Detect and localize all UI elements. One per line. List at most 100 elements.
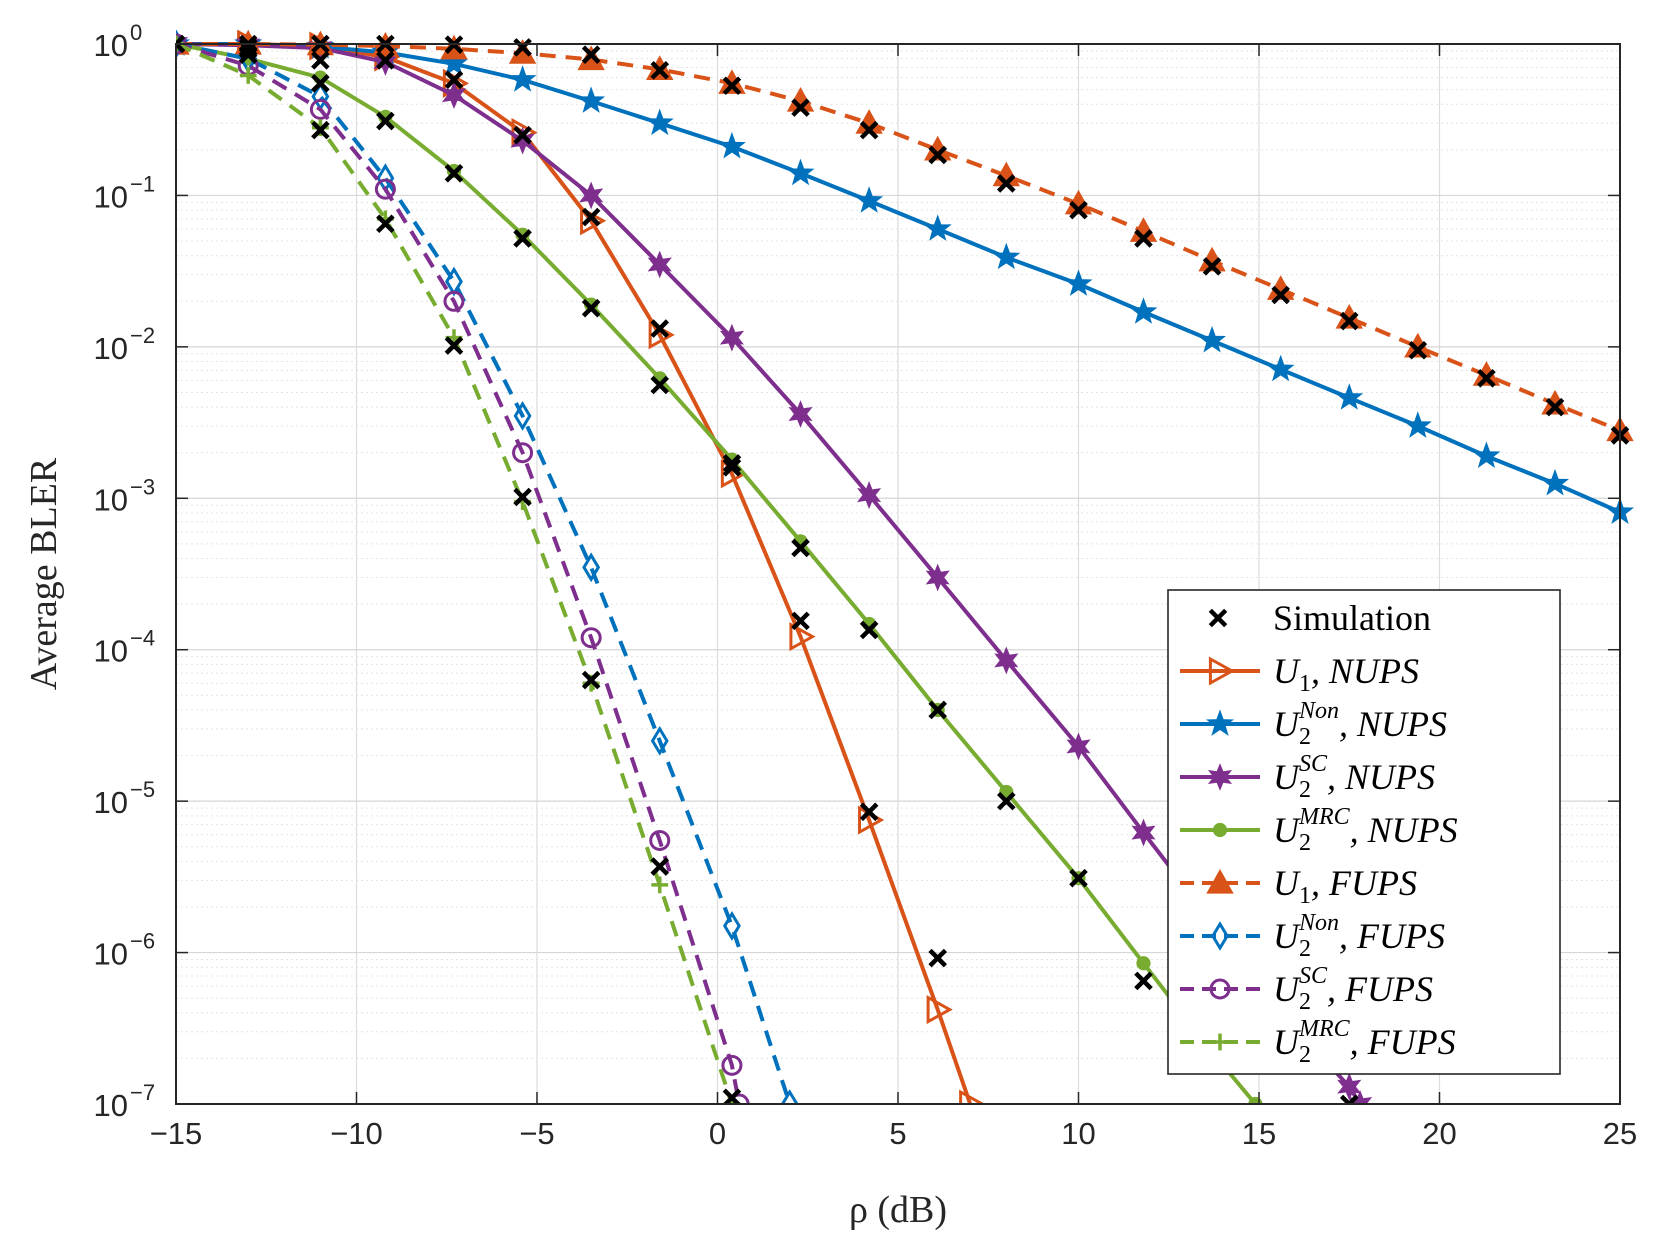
legend-tail: , NUPS (1311, 651, 1419, 691)
x-axis-label: ρ (dB) (849, 1189, 947, 1231)
legend-item: U2Non, NUPS (1180, 698, 1447, 750)
x-tick-label: −10 (330, 1116, 383, 1151)
y-tick-exponent: 0 (130, 20, 142, 45)
legend-tail: , NUPS (1339, 704, 1447, 744)
simulation-point (581, 45, 601, 64)
x-tick-label: 25 (1603, 1116, 1637, 1151)
simulation-point (581, 207, 601, 227)
legend-main: U (1273, 969, 1301, 1009)
legend-item: U2SC, NUPS (1180, 751, 1435, 803)
series-point (508, 65, 537, 92)
series-point (579, 181, 604, 210)
y-tick-label: 10 0 (94, 20, 143, 63)
simulation-point (928, 700, 948, 720)
simulation-point (311, 120, 330, 140)
legend-main: U (1273, 863, 1301, 903)
legend-marker (1208, 656, 1236, 686)
x-tick-label: −15 (150, 1116, 203, 1151)
simulation-point (311, 51, 330, 70)
legend-main: U (1273, 810, 1301, 850)
y-tick-base: 10 (94, 331, 128, 366)
simulation-markers (176, 34, 1630, 1104)
y-tick-base: 10 (94, 785, 128, 820)
legend-main: U (1273, 704, 1301, 744)
series-point (788, 400, 813, 428)
simulation-point (1069, 868, 1088, 888)
legend-sub: 2 (1299, 989, 1311, 1015)
y-tick-label: 10 −1 (94, 171, 156, 214)
series-point (1335, 383, 1364, 410)
simulation-point (311, 74, 330, 93)
series-line (176, 42, 792, 1104)
legend-main: U (1273, 651, 1301, 691)
simulation-point (1134, 971, 1153, 991)
simulation-point (581, 298, 601, 318)
series-point (577, 86, 606, 113)
simulation-point (176, 34, 186, 54)
simulation-point (376, 111, 395, 131)
series-point (1066, 732, 1091, 761)
simulation-point (444, 70, 464, 90)
simulation-point (650, 857, 670, 876)
legend-sub: 2 (1299, 777, 1311, 803)
legend-marker (1208, 608, 1228, 628)
y-tick-exponent: −5 (130, 777, 155, 802)
series-point (728, 1093, 750, 1104)
series-point (443, 290, 465, 312)
legend-sup: MRC (1298, 804, 1351, 830)
x-tick-label: 15 (1242, 1116, 1276, 1151)
legend-item: U1, NUPS (1180, 651, 1419, 697)
legend-marker (1212, 822, 1228, 838)
legend-sub: 2 (1299, 830, 1311, 856)
simulation-point (722, 76, 742, 96)
series-point (925, 563, 950, 592)
series-point (1472, 441, 1501, 469)
legend-label: U2SC, FUPS (1273, 963, 1433, 1015)
series-point (994, 646, 1019, 675)
simulation-point (1339, 1094, 1359, 1104)
simulation-point (1408, 340, 1428, 360)
legend-label: U1, FUPS (1273, 863, 1417, 909)
legend-marker (1205, 709, 1235, 736)
x-tick-label: 10 (1061, 1116, 1095, 1151)
series-line (176, 42, 1621, 433)
simulation-point (1545, 397, 1565, 417)
simulation-point (513, 229, 532, 248)
legend-tail: , FUPS (1350, 1022, 1456, 1062)
x-tick-label: 0 (709, 1116, 726, 1151)
legend-tail: , NUPS (1327, 757, 1435, 797)
legend-item: U1, FUPS (1180, 863, 1417, 909)
legend-label: U2SC, NUPS (1273, 751, 1435, 803)
legend-main: U (1273, 916, 1301, 956)
series-point (440, 49, 468, 76)
simulation-point (997, 791, 1016, 811)
y-tick-exponent: −2 (130, 323, 155, 348)
series-point (582, 552, 601, 583)
legend-marker (1209, 978, 1231, 1000)
y-tick-label: 10 −6 (94, 929, 156, 972)
y-tick-label: 10 −7 (94, 1080, 156, 1123)
simulation-point (722, 458, 742, 477)
y-tick-exponent: −7 (130, 1080, 155, 1105)
x-tick-label: 5 (889, 1116, 906, 1151)
legend-marker (1207, 763, 1233, 791)
series-point (959, 1089, 986, 1104)
legend-main: U (1273, 1022, 1301, 1062)
series-point (239, 67, 257, 84)
series-point (645, 108, 674, 136)
simulation-point (238, 45, 258, 64)
y-tick-label: 10 −2 (94, 323, 156, 366)
series-point (780, 1089, 799, 1104)
simulation-point (376, 214, 395, 234)
series-point (721, 1054, 743, 1076)
series-point (1541, 468, 1569, 496)
series-point (786, 158, 815, 186)
simulation-point (650, 375, 670, 395)
legend-sup: Non (1298, 910, 1339, 936)
legend-sub: 2 (1299, 1042, 1311, 1068)
legend-marker (1211, 921, 1229, 951)
legend-item: U2MRC, FUPS (1180, 1016, 1456, 1068)
simulation-point (581, 670, 601, 690)
